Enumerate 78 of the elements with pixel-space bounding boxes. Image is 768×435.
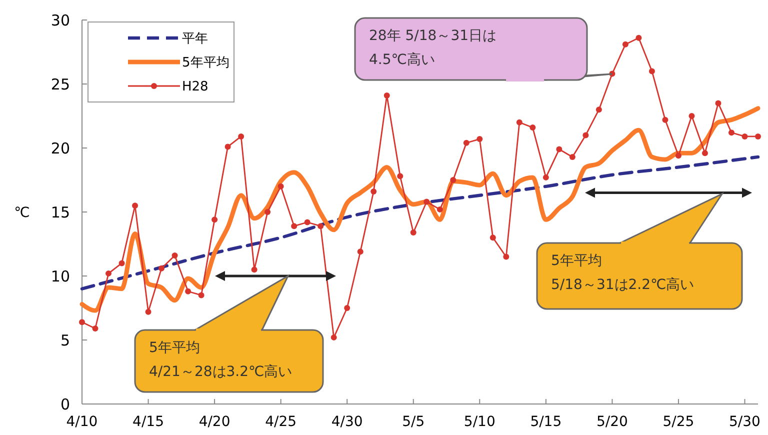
point <box>490 234 496 241</box>
point <box>224 144 231 150</box>
point <box>397 173 404 180</box>
point <box>516 119 522 126</box>
point <box>728 130 734 136</box>
point <box>675 152 682 159</box>
line-series <box>80 106 760 313</box>
point <box>542 174 549 180</box>
point <box>370 188 377 195</box>
point <box>79 319 85 326</box>
y-tick-label: 25 <box>50 75 70 94</box>
x-tick-label: 5/5 <box>402 414 425 430</box>
point <box>436 206 443 212</box>
point <box>145 308 152 315</box>
y-tick-label: 5 <box>60 331 70 350</box>
y-tick-label: 30 <box>50 11 70 30</box>
line-series <box>80 155 760 290</box>
point <box>158 265 165 272</box>
legend-label: H28 <box>182 80 208 95</box>
point <box>106 270 112 276</box>
point <box>648 68 655 74</box>
point <box>688 113 695 119</box>
point <box>198 292 204 298</box>
annotation: 5年平均 5/18～31は2.2℃高い <box>551 253 694 293</box>
x-tick-label: 4/20 <box>198 414 230 430</box>
point <box>251 266 258 273</box>
point <box>278 183 284 190</box>
point <box>118 260 125 266</box>
y-tick-label: 10 <box>50 267 70 286</box>
point <box>318 223 324 230</box>
x-tick-label: 4/15 <box>132 414 164 430</box>
annotation: 28年 5/18～31日は 4.5℃高い <box>369 28 497 68</box>
point <box>596 106 602 113</box>
x-tick-label: 5/15 <box>530 414 562 430</box>
point <box>662 116 668 123</box>
point <box>304 219 310 226</box>
point <box>330 334 337 340</box>
point <box>582 132 589 138</box>
y-tick-label: 20 <box>50 139 70 158</box>
point <box>530 124 536 131</box>
y-tick-label: 0 <box>60 395 70 414</box>
x-tick-label: 4/25 <box>265 414 297 430</box>
point <box>636 34 642 41</box>
x-tick-label: 4/30 <box>331 414 363 430</box>
point <box>185 288 192 294</box>
point <box>463 140 470 146</box>
point <box>755 133 761 140</box>
legend-label: 5年平均 <box>182 56 230 71</box>
point <box>742 133 748 140</box>
point <box>384 92 390 99</box>
point <box>556 146 562 152</box>
point <box>450 177 456 183</box>
point <box>212 216 218 223</box>
point <box>344 305 350 311</box>
x-tick-label: 4/10 <box>66 414 98 430</box>
point <box>476 136 483 142</box>
annotation: 5年平均 4/21～28は3.2℃高い <box>149 340 292 380</box>
point <box>424 198 430 205</box>
point <box>264 209 271 215</box>
point <box>238 133 244 140</box>
point <box>622 41 628 48</box>
point <box>132 202 138 209</box>
point <box>410 229 416 236</box>
point <box>569 154 576 160</box>
y-tick-label: 15 <box>50 203 70 222</box>
point <box>503 254 510 260</box>
point <box>172 252 178 259</box>
x-tick-label: 5/25 <box>662 414 694 430</box>
point <box>92 325 98 332</box>
x-tick-label: 5/30 <box>729 414 760 430</box>
point <box>291 223 298 230</box>
legend-label: 平年 <box>182 32 208 47</box>
point <box>715 100 722 106</box>
x-tick-label: 5/20 <box>596 414 628 430</box>
y-axis-title: ℃ <box>14 204 30 221</box>
point <box>357 248 364 255</box>
x-tick-label: 5/10 <box>464 414 496 430</box>
point <box>702 150 708 156</box>
